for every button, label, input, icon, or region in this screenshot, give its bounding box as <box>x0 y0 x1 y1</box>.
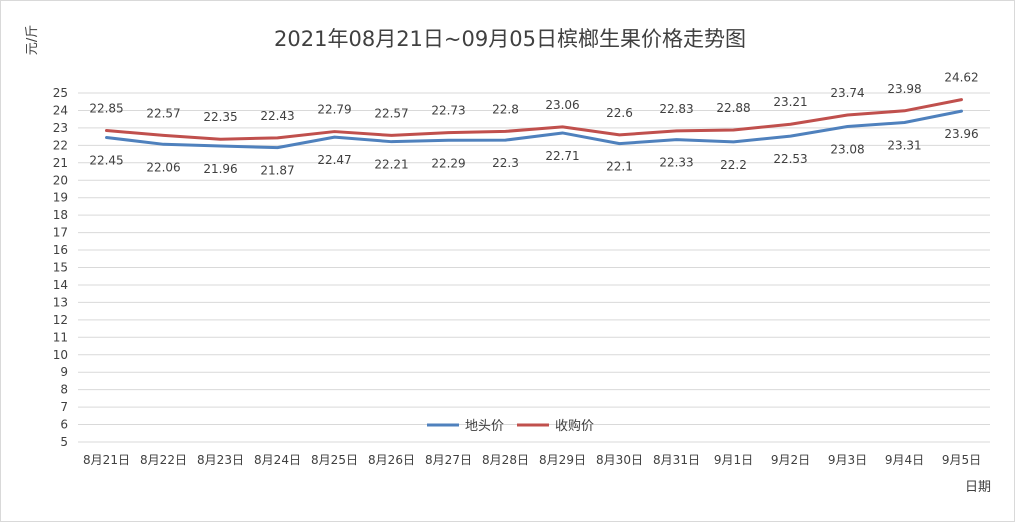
data-label: 22.85 <box>89 102 123 116</box>
y-tick-label: 22 <box>53 138 68 152</box>
y-tick-label: 13 <box>53 295 68 309</box>
chart-title: 2021年08月21日~09月05日槟榔生果价格走势图 <box>274 27 746 51</box>
x-tick-label: 8月28日 <box>482 453 529 467</box>
data-label: 23.31 <box>887 138 921 152</box>
data-label: 22.71 <box>545 149 579 163</box>
y-tick-label: 11 <box>53 330 68 344</box>
y-tick-label: 18 <box>53 208 68 222</box>
y-tick-label: 17 <box>53 226 68 240</box>
data-label: 21.96 <box>203 162 237 176</box>
x-tick-label: 8月21日 <box>83 453 130 467</box>
data-label: 23.98 <box>887 82 921 96</box>
y-tick-label: 16 <box>53 243 68 257</box>
series-line <box>105 98 963 141</box>
data-label: 22.1 <box>606 160 633 174</box>
x-tick-label: 9月1日 <box>714 453 753 467</box>
y-tick-label: 19 <box>53 191 68 205</box>
x-tick-label: 9月4日 <box>885 453 924 467</box>
y-tick-label: 25 <box>53 86 68 100</box>
data-label: 22.83 <box>659 102 693 116</box>
data-label: 23.08 <box>830 143 864 157</box>
data-label: 22.21 <box>374 158 408 172</box>
y-tick-label: 9 <box>60 365 68 379</box>
data-label: 22.35 <box>203 110 237 124</box>
x-tick-label: 9月5日 <box>942 453 981 467</box>
legend: 地头价 收购价 <box>427 418 594 434</box>
x-tick-label: 8月27日 <box>425 453 472 467</box>
y-tick-label: 20 <box>53 173 68 187</box>
data-label: 22.3 <box>492 156 519 170</box>
x-tick-label: 8月24日 <box>254 453 301 467</box>
data-label: 22.47 <box>317 153 351 167</box>
data-label: 22.2 <box>720 158 747 172</box>
gridlines <box>78 92 990 443</box>
y-axis-label: 元/斤 <box>25 25 40 55</box>
y-tick-label: 21 <box>53 156 68 170</box>
data-label: 22.53 <box>773 152 807 166</box>
data-label: 22.57 <box>374 106 408 120</box>
y-tick-label: 10 <box>53 348 68 362</box>
x-tick-label: 8月22日 <box>140 453 187 467</box>
x-axis-label: 日期 <box>965 480 991 495</box>
data-label: 23.06 <box>545 98 579 112</box>
data-label: 22.88 <box>716 101 750 115</box>
y-tick-label: 23 <box>53 121 68 135</box>
data-labels: 22.45 22.06 21.96 21.87 22.47 22.21 22.29 22.3 2… <box>89 71 978 178</box>
y-tick-label: 24 <box>53 103 68 117</box>
y-tick-label: 8 <box>60 383 68 397</box>
data-label: 22.43 <box>260 109 294 123</box>
data-label: 23.96 <box>944 127 978 141</box>
legend-label: 收购价 <box>555 418 594 434</box>
data-label: 23.74 <box>830 86 864 100</box>
x-tick-label: 8月25日 <box>311 453 358 467</box>
data-label: 23.21 <box>773 95 807 109</box>
y-tick-label: 6 <box>60 418 68 432</box>
data-label: 22.06 <box>146 160 180 174</box>
x-tick-label: 8月23日 <box>197 453 244 467</box>
y-tick-label: 12 <box>53 313 68 327</box>
x-tick-label: 9月3日 <box>828 453 867 467</box>
data-label: 22.45 <box>89 153 123 167</box>
y-tick-label: 15 <box>53 261 68 275</box>
y-tick-label: 14 <box>53 278 68 292</box>
data-label: 22.73 <box>431 104 465 118</box>
data-label: 24.62 <box>944 71 978 85</box>
x-tick-label: 8月26日 <box>368 453 415 467</box>
legend-label: 地头价 <box>465 419 504 434</box>
x-tick-label: 9月2日 <box>771 453 810 467</box>
data-label: 22.29 <box>431 156 465 170</box>
data-label: 22.6 <box>606 106 633 120</box>
data-label: 22.79 <box>317 103 351 117</box>
data-label: 21.87 <box>260 164 294 178</box>
x-tick-label: 8月31日 <box>653 453 700 467</box>
x-tick-label: 8月29日 <box>539 453 586 467</box>
data-label: 22.33 <box>659 156 693 170</box>
y-tick-label: 7 <box>60 400 68 414</box>
data-label: 22.8 <box>492 102 519 116</box>
y-tick-labels: 5 6 7 8 9 10 11 12 13 14 15 16 17 18 19 20 21 22 23 24 25 <box>53 86 68 449</box>
x-tick-label: 8月30日 <box>596 453 643 467</box>
series-lines <box>105 98 963 150</box>
series-line <box>105 109 963 150</box>
y-tick-label: 5 <box>60 435 68 449</box>
x-tick-labels: 8月21日 8月22日 8月23日 8月24日 8月25日 8月26日 8月27日 8月28日… <box>83 453 981 467</box>
data-label: 22.57 <box>146 106 180 120</box>
